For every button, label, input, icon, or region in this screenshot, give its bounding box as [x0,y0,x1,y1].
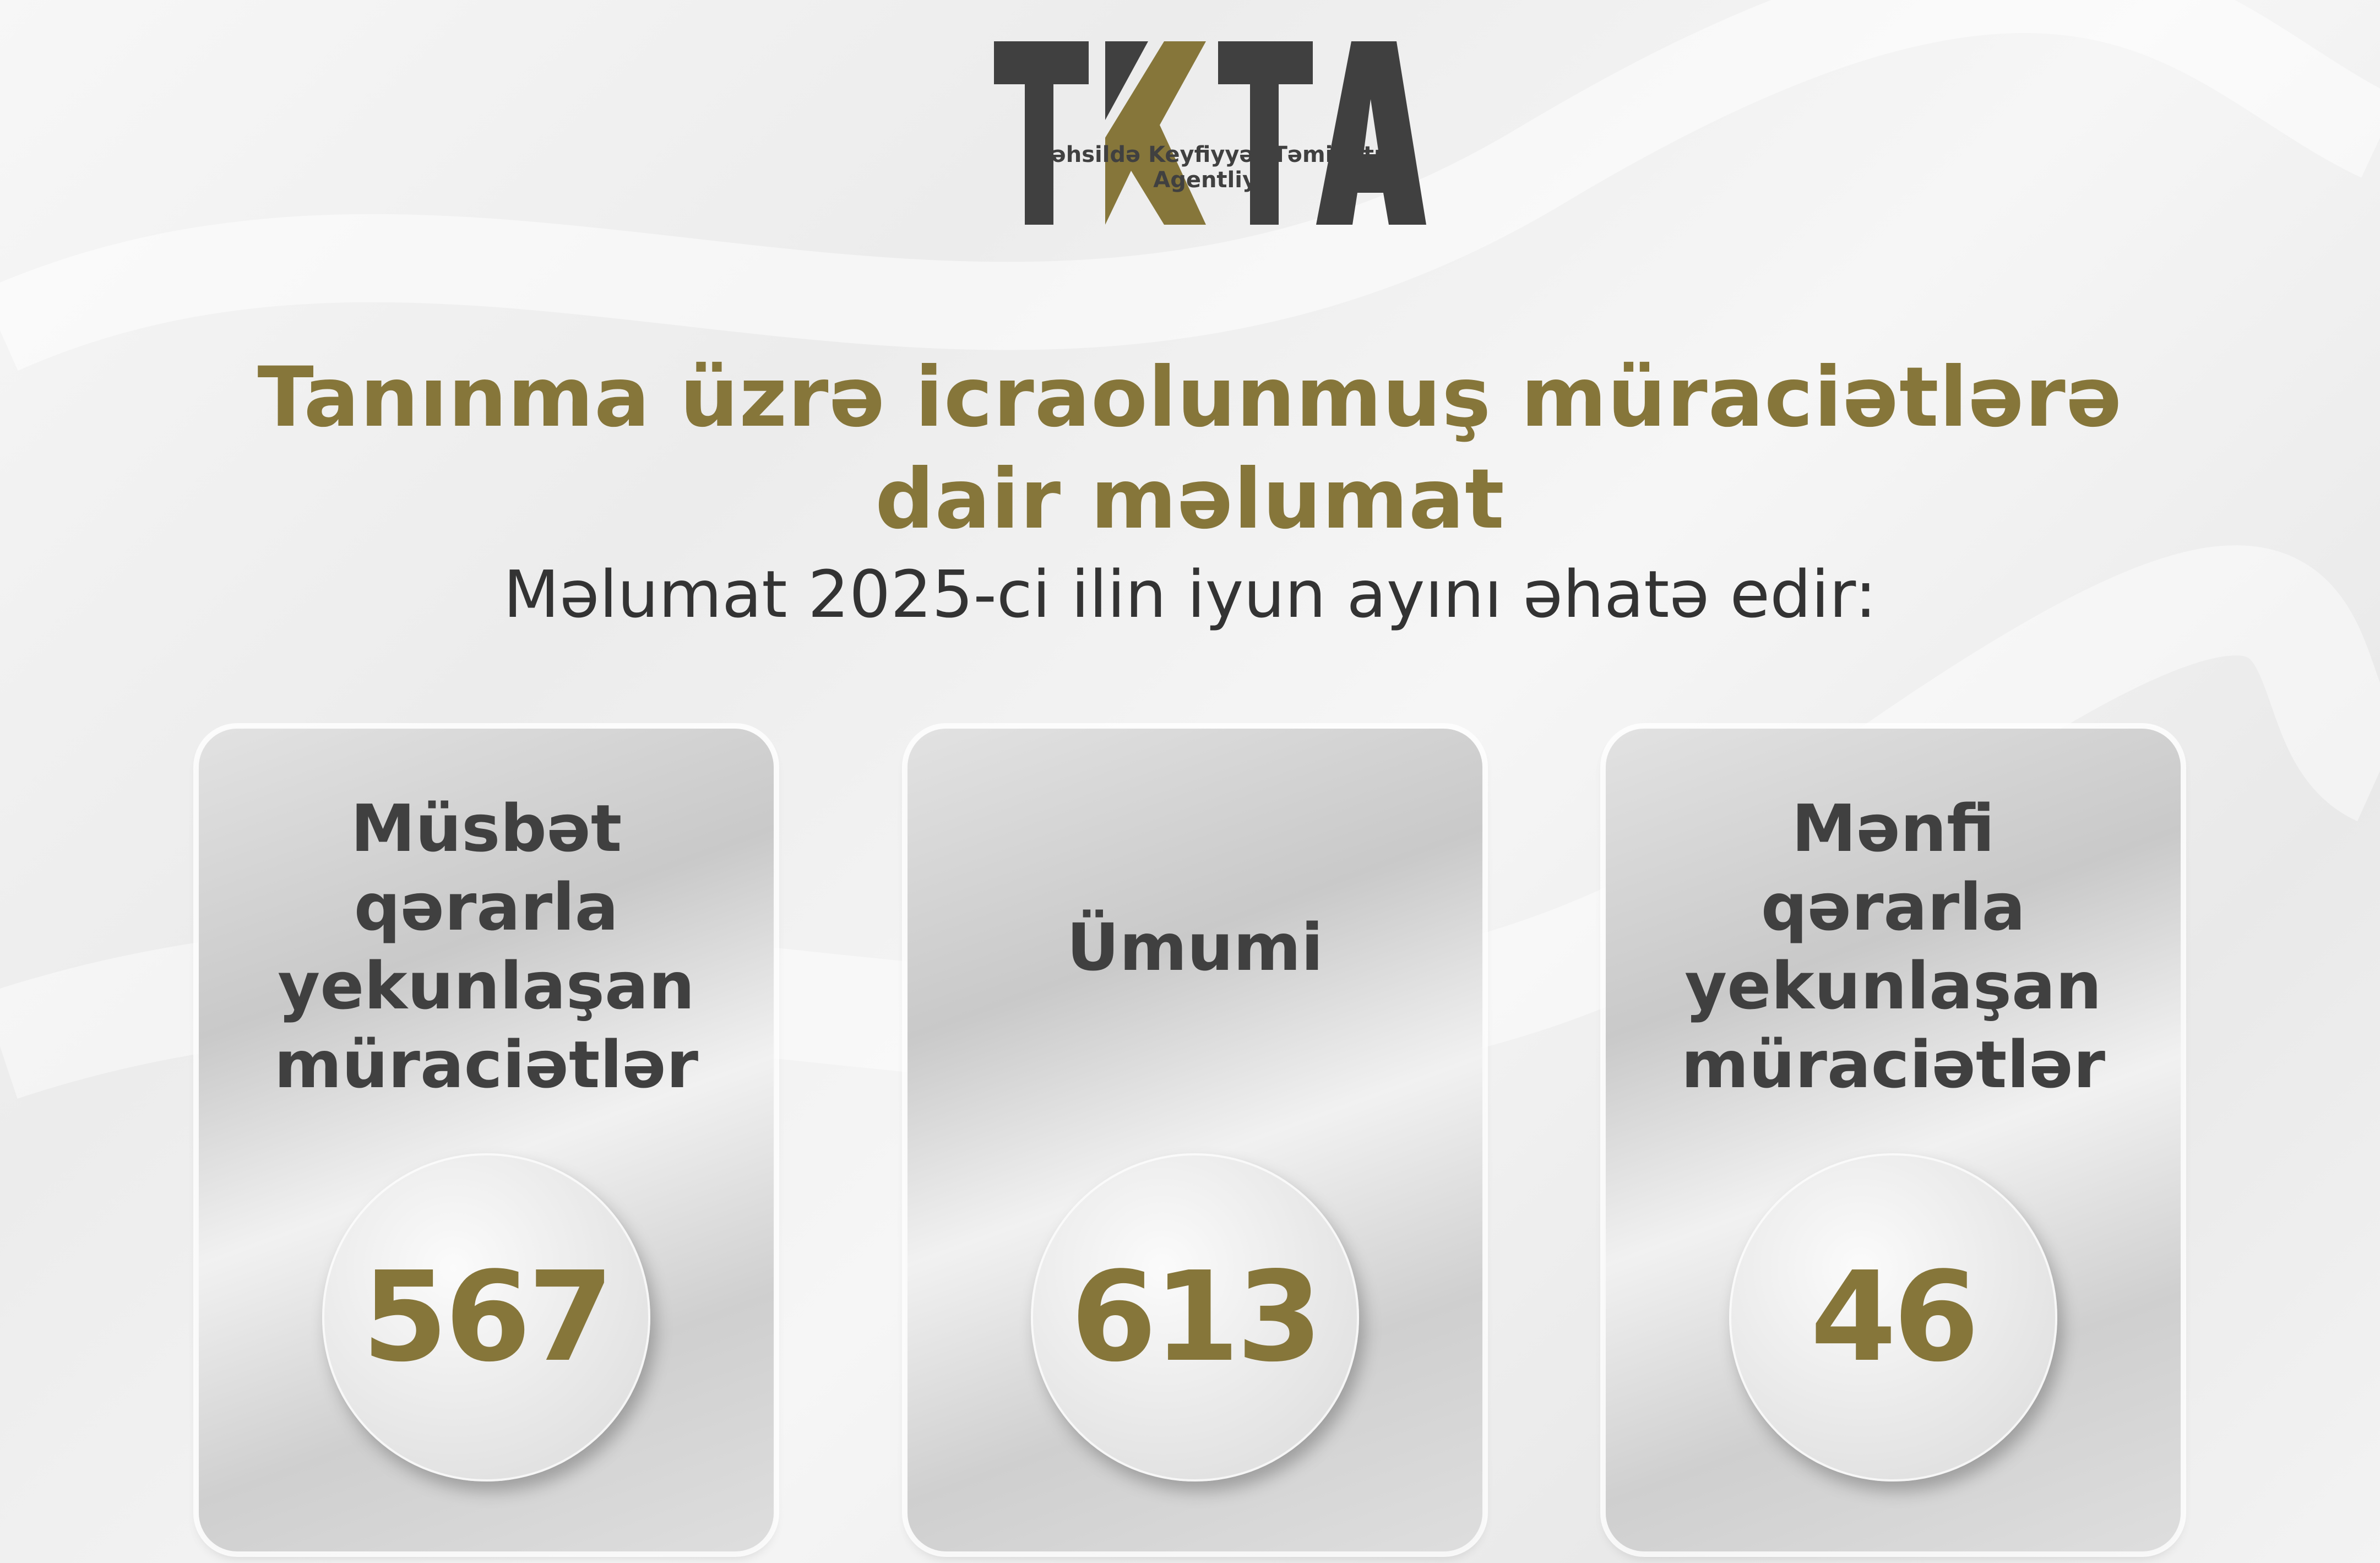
card-title-line: yekunlaşan [278,948,695,1024]
logo-subtitle: Təhsildə Keyfiyyət Təminatı Agentliyi [1036,142,1382,193]
value-circle: 613 [1031,1153,1359,1481]
card-value: 613 [1071,1245,1323,1390]
card-title: Müsbət qərarla yekunlaşan müraciətlər [199,789,774,1104]
page-title-line2: dair məlumat [875,452,1505,547]
card-title-line: müraciətlər [274,1027,699,1103]
card-value: 567 [362,1245,614,1390]
card-title-line: yekunlaşan [1685,948,2102,1024]
page-title-line1: Tanınma üzrə icraolunmuş müraciətlərə [257,350,2123,446]
card-title-line: qərarla [1760,869,2026,945]
card-title-line: Müsbət [350,790,622,866]
card-positive: Müsbət qərarla yekunlaşan müraciətlər 56… [199,729,774,1551]
card-title: Mənfi qərarla yekunlaşan müraciətlər [1606,789,2181,1104]
card-total: Ümumi 613 [908,729,1482,1551]
page-subtitle: Məlumat 2025-ci ilin iyun ayını əhatə ed… [503,556,1877,632]
card-title: Ümumi [908,908,1482,987]
card-negative: Mənfi qərarla yekunlaşan müraciətlər 46 [1606,729,2181,1551]
card-value: 46 [1810,1245,1979,1390]
card-title-line: Ümumi [1066,909,1324,985]
card-title-line: qərarla [354,869,619,945]
card-title-line: Mənfi [1791,790,1995,866]
card-title-line: müraciətlər [1681,1027,2106,1103]
value-circle: 46 [1729,1153,2057,1481]
value-circle: 567 [322,1153,650,1481]
tkta-logo [994,41,1426,225]
